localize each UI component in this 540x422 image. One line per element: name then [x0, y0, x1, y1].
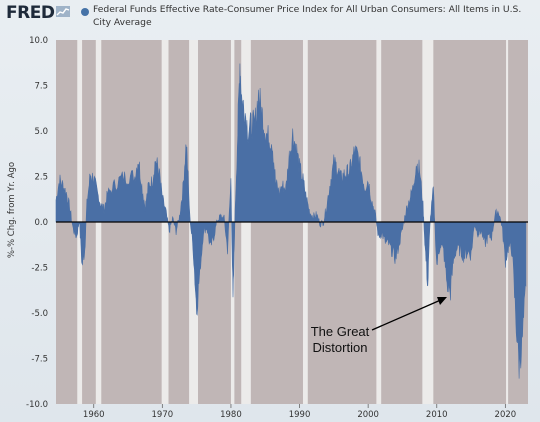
x-tick-label: 1980 — [220, 410, 242, 420]
annotation-line-2: Distortion — [312, 340, 368, 355]
legend-marker — [81, 8, 89, 16]
y-tick-label: -10.0 — [26, 400, 48, 410]
y-tick-label: 0.0 — [34, 218, 48, 228]
y-tick-label: -7.5 — [31, 355, 48, 365]
y-tick-label: -2.5 — [31, 264, 48, 274]
y-tick-label: 5.0 — [34, 127, 48, 137]
fred-chart-icon — [56, 6, 70, 17]
y-tick-label: -5.0 — [31, 309, 48, 319]
annotation-arrow-line — [371, 298, 444, 331]
y-tick-label: 7.5 — [34, 82, 48, 92]
x-tick-label: 2010 — [426, 410, 448, 420]
x-tick-label: 1970 — [152, 410, 174, 420]
x-tick-label: 1960 — [83, 410, 105, 420]
annotation-arrowhead — [437, 297, 447, 305]
x-tick-label: 2020 — [495, 410, 517, 420]
series-area — [55, 63, 527, 379]
y-axis-label: %-% Chg. from Yr. Ago — [7, 161, 17, 259]
x-tick-label: 2000 — [357, 410, 379, 420]
fred-logo[interactable]: FRED — [6, 3, 55, 23]
x-tick-label: 1990 — [289, 410, 311, 420]
y-tick-label: 10.0 — [29, 36, 48, 46]
y-tick-label: 2.5 — [34, 173, 48, 183]
annotation-line-1: The Great — [310, 324, 370, 339]
annotation-text: The Great Distortion — [300, 324, 380, 356]
legend-label: Federal Funds Effective Rate-Consumer Pr… — [93, 4, 522, 28]
